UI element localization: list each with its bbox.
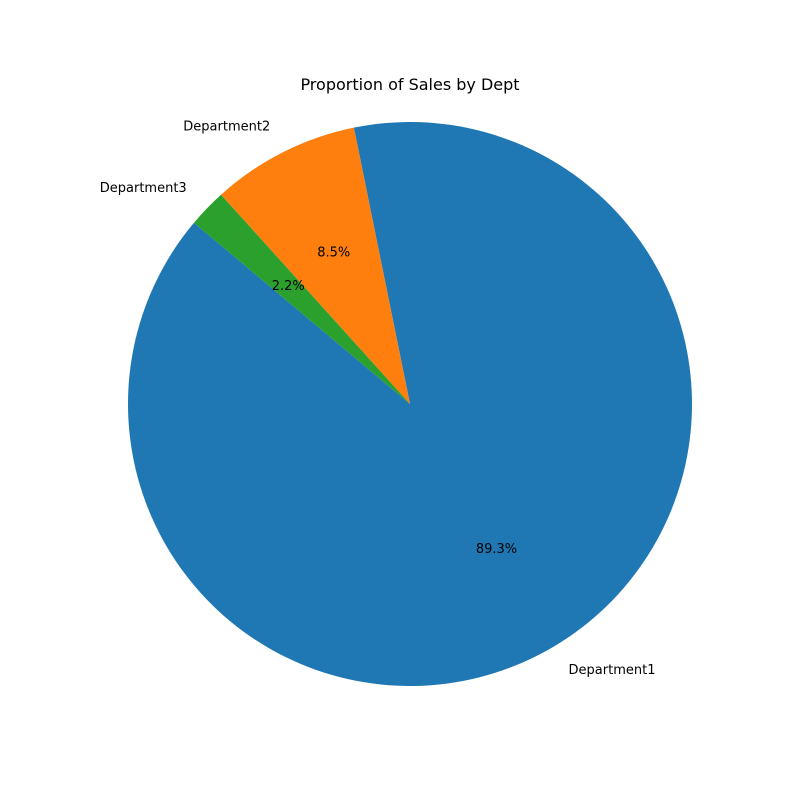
slice-label-department3: Department3 — [100, 181, 187, 196]
slice-label-department2: Department2 — [183, 120, 270, 135]
pie-slice-department2 — [221, 127, 410, 404]
pct-label-department3: 2.2% — [272, 279, 305, 294]
slice-label-department1: Department1 — [569, 663, 656, 678]
pie-slices — [128, 121, 693, 686]
pie-labels: Department1 89.3% Department2 8.5% Departmen… — [100, 120, 656, 679]
pct-label-department1: 89.3% — [476, 542, 517, 557]
chart-title: Proportion of Sales by Dept — [300, 75, 519, 94]
pie-slice-department3 — [193, 194, 410, 404]
pct-label-department2: 8.5% — [317, 245, 350, 260]
